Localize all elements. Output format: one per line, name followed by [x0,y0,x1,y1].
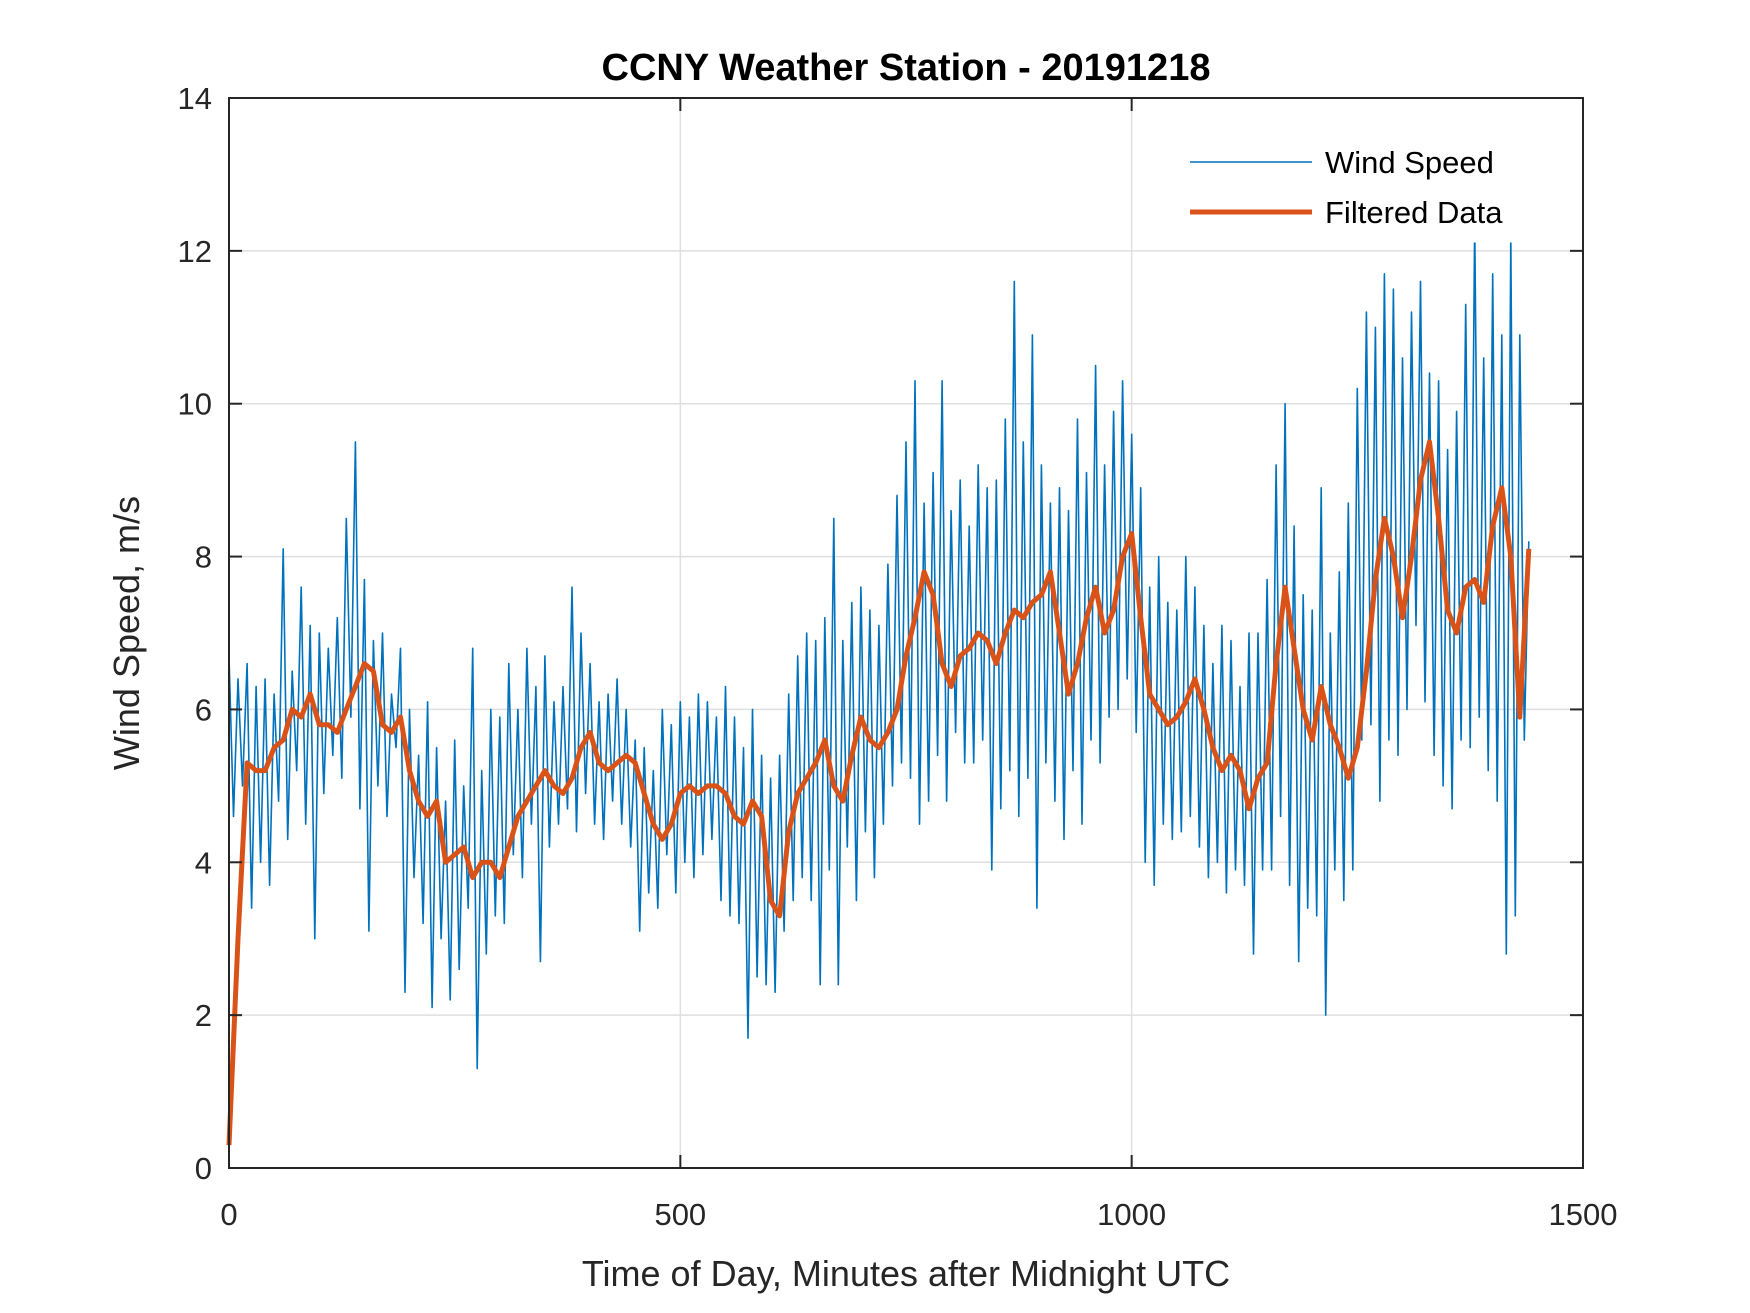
x-tick-label: 0 [220,1197,237,1232]
series-line-filtered-data [226,439,1532,1146]
y-axis-label: Wind Speed, m/s [106,496,147,770]
y-tick-label: 8 [195,540,212,575]
legend-label-wind-speed: Wind Speed [1325,145,1494,180]
y-tick-label: 0 [195,1151,212,1186]
y-tick-label: 10 [178,387,212,422]
legend-box [1183,137,1545,243]
x-tick-label: 500 [654,1197,706,1232]
ticks: 0 500 1000 1500 0 2 4 6 8 10 12 14 [178,81,1618,1232]
y-tick-label: 4 [195,845,212,880]
plot-area [226,219,1532,1146]
legend-label-filtered-data: Filtered Data [1325,195,1503,230]
legend[interactable]: Wind Speed Filtered Data [1183,137,1545,243]
y-tick-label: 12 [178,234,212,269]
y-tick-label: 14 [178,81,212,116]
y-tick-label: 2 [195,998,212,1033]
series-line-wind-speed [228,219,1530,1070]
axes-box [228,97,1584,1169]
chart-title: CCNY Weather Station - 20191218 [602,47,1211,89]
x-tick-label: 1500 [1549,1197,1618,1232]
plot-background [229,98,1583,1168]
x-tick-label: 1000 [1097,1197,1166,1232]
y-tick-label: 6 [195,692,212,727]
x-axis-label: Time of Day, Minutes after Midnight UTC [582,1253,1230,1294]
